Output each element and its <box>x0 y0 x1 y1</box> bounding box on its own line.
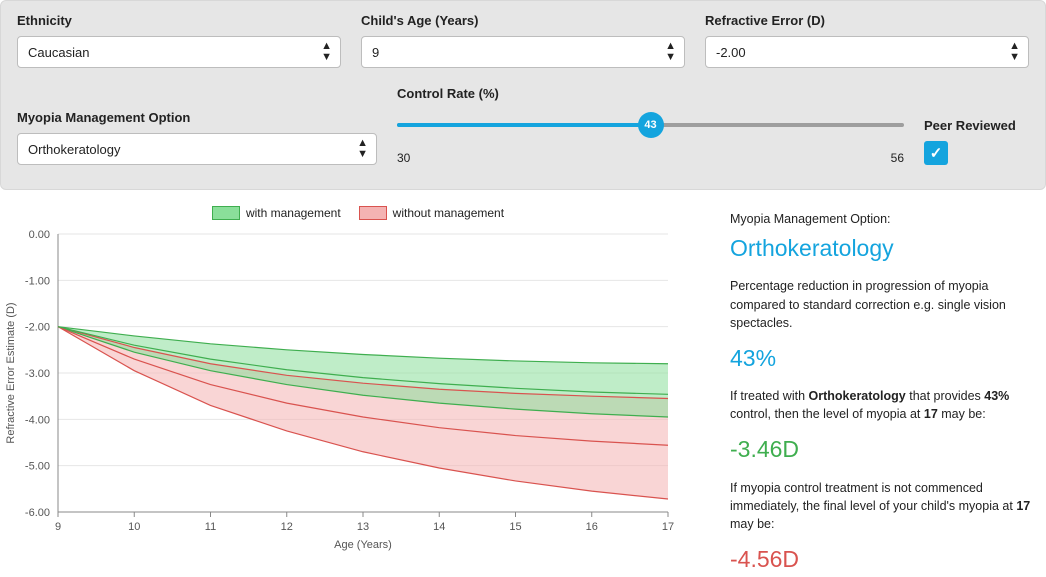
svg-text:-6.00: -6.00 <box>25 507 50 519</box>
ethnicity-select[interactable]: Caucasian ▲▼ <box>17 36 341 68</box>
summary-treated-value: -3.46D <box>730 433 1036 466</box>
text-span: may be: <box>730 517 774 531</box>
age-value: 9 <box>372 45 379 60</box>
legend-swatch-icon <box>359 206 387 220</box>
legend-label: with management <box>246 206 341 220</box>
mgmt-value: Orthokeratology <box>28 142 121 157</box>
text-span: control, then the level of myopia at <box>730 407 924 421</box>
rx-field: Refractive Error (D) -2.00 ▲▼ <box>705 13 1029 68</box>
dropdown-updown-icon: ▲▼ <box>321 41 332 63</box>
svg-text:-3.00: -3.00 <box>25 368 50 380</box>
svg-text:-1.00: -1.00 <box>25 275 50 287</box>
control-rate-min: 30 <box>397 151 410 165</box>
age-field: Child's Age (Years) 9 ▲▼ <box>361 13 685 68</box>
peer-checkbox[interactable]: ✓ <box>924 141 948 165</box>
summary-option: Orthokeratology <box>730 232 1036 265</box>
peer-label: Peer Reviewed <box>924 118 1016 133</box>
legend-swatch-icon <box>212 206 240 220</box>
peer-field: Peer Reviewed ✓ <box>924 118 1029 165</box>
text-span: may be: <box>938 407 986 421</box>
summary-blurb: Percentage reduction in progression of m… <box>730 277 1036 331</box>
control-rate-label: Control Rate (%) <box>397 86 904 101</box>
control-rate-max: 56 <box>891 151 904 165</box>
text-bold: 17 <box>924 407 938 421</box>
results-panel: with management without management 0.00 -… <box>0 190 1046 577</box>
dropdown-updown-icon: ▲▼ <box>665 41 676 63</box>
text-bold: 43% <box>984 389 1009 403</box>
ethnicity-label: Ethnicity <box>17 13 341 28</box>
ethnicity-value: Caucasian <box>28 45 89 60</box>
age-label: Child's Age (Years) <box>361 13 685 28</box>
legend-item-with: with management <box>212 206 341 220</box>
svg-text:0.00: 0.00 <box>29 229 50 241</box>
summary-pct: 43% <box>730 342 1036 375</box>
svg-text:-2.00: -2.00 <box>25 322 50 334</box>
age-select[interactable]: 9 ▲▼ <box>361 36 685 68</box>
rx-value: -2.00 <box>716 45 746 60</box>
mgmt-label: Myopia Management Option <box>17 110 377 125</box>
rx-select[interactable]: -2.00 ▲▼ <box>705 36 1029 68</box>
text-bold: Orthokeratology <box>809 389 906 403</box>
svg-text:-4.00: -4.00 <box>25 414 50 426</box>
legend-label: without management <box>393 206 504 220</box>
control-rate-slider[interactable]: 43 <box>397 109 904 141</box>
text-span: If myopia control treatment is not comme… <box>730 481 1016 513</box>
dropdown-updown-icon: ▲▼ <box>357 138 368 160</box>
summary-panel: Myopia Management Option: Orthokeratolog… <box>716 200 1046 577</box>
mgmt-select[interactable]: Orthokeratology ▲▼ <box>17 133 377 165</box>
dropdown-updown-icon: ▲▼ <box>1009 41 1020 63</box>
check-icon: ✓ <box>930 144 943 162</box>
svg-text:Age (Years): Age (Years) <box>334 539 392 551</box>
text-bold: 17 <box>1016 499 1030 513</box>
rx-label: Refractive Error (D) <box>705 13 1029 28</box>
svg-text:-5.00: -5.00 <box>25 461 50 473</box>
control-rate-field: Control Rate (%) 43 30 56 <box>397 86 904 165</box>
summary-caption: Myopia Management Option: <box>730 210 1036 228</box>
control-rate-value: 43 <box>644 119 656 131</box>
legend-item-without: without management <box>359 206 504 220</box>
summary-untreated-value: -4.56D <box>730 543 1036 576</box>
mgmt-field: Myopia Management Option Orthokeratology… <box>17 110 377 165</box>
text-span: If treated with <box>730 389 809 403</box>
svg-text:Refractive Error Estimate (D): Refractive Error Estimate (D) <box>5 302 17 443</box>
chart-area: with management without management 0.00 -… <box>0 200 716 577</box>
controls-panel: Ethnicity Caucasian ▲▼ Child's Age (Year… <box>0 0 1046 190</box>
myopia-chart: 0.00-1.00-2.00-3.00-4.00-5.00-6.00910111… <box>0 226 680 556</box>
text-span: that provides <box>906 389 985 403</box>
chart-legend: with management without management <box>0 206 716 220</box>
summary-treated-text: If treated with Orthokeratology that pro… <box>730 387 1036 423</box>
summary-untreated-text: If myopia control treatment is not comme… <box>730 479 1036 533</box>
ethnicity-field: Ethnicity Caucasian ▲▼ <box>17 13 341 68</box>
